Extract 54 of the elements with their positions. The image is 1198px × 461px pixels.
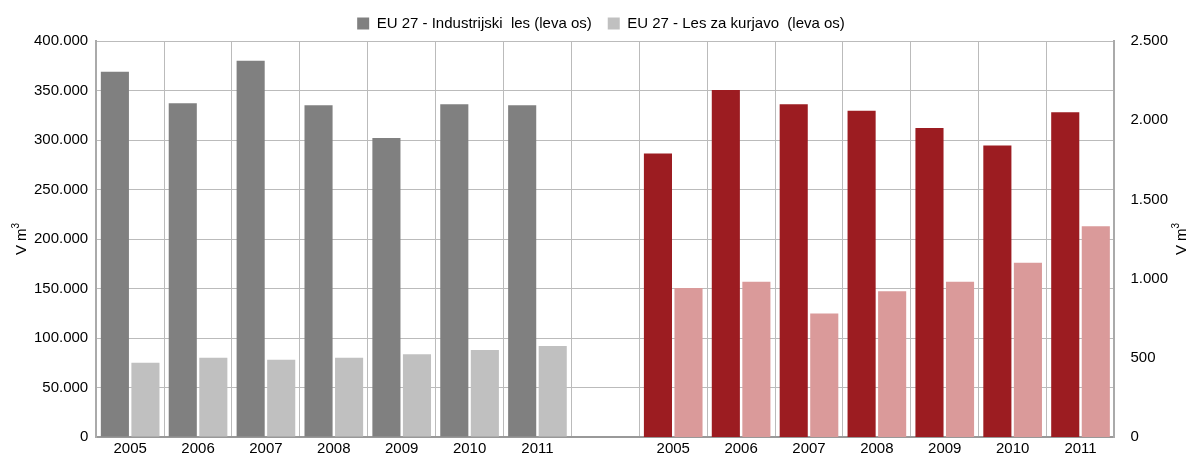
- x-tick-label: 2008: [860, 439, 894, 457]
- y2-tick-label: 1.500: [1130, 189, 1169, 207]
- bar: [643, 153, 672, 437]
- x-tick-label: 2009: [928, 439, 962, 457]
- bar: [983, 145, 1012, 437]
- bar: [742, 281, 771, 437]
- y-tick-label: 300.000: [33, 130, 89, 148]
- x-tick-label: 2005: [113, 439, 147, 457]
- y2-tick-label: 1.000: [1130, 268, 1169, 286]
- y-tick-label: 400.000: [33, 31, 89, 49]
- legend-label: EU 27 - Les za kurjavo (leva os): [627, 13, 845, 31]
- bar: [372, 138, 401, 437]
- x-tick-label: 2006: [724, 439, 758, 457]
- bar: [945, 281, 975, 437]
- y2-tick-label: 2.000: [1130, 110, 1169, 128]
- bar: [440, 104, 469, 437]
- x-tick-label: 2011: [521, 439, 554, 457]
- y-tick-label: 150.000: [33, 278, 89, 296]
- y-tick-label: 350.000: [33, 80, 89, 98]
- bar: [711, 90, 740, 437]
- x-tick-label: 2009: [385, 439, 419, 457]
- y2-tick-label: 500: [1130, 347, 1156, 365]
- x-tick-label: 2008: [317, 439, 351, 457]
- x-tick-label: 2010: [452, 439, 487, 457]
- bar: [847, 110, 876, 437]
- bar: [508, 105, 537, 437]
- legend-label: EU 27 - Industrijski les (leva os): [376, 13, 592, 31]
- bar: [779, 104, 808, 437]
- x-tick-label: 2007: [249, 439, 283, 457]
- bar: [1081, 226, 1110, 437]
- y2-axis-title: V m3: [1169, 222, 1190, 256]
- y2-tick-label: 0: [1130, 427, 1139, 445]
- bar: [168, 103, 197, 437]
- bar: [1051, 112, 1080, 437]
- y-axis-title: V m3: [9, 222, 30, 256]
- x-tick-label: 2006: [181, 439, 215, 457]
- x-tick-label: 2011: [1064, 439, 1097, 457]
- bar: [236, 60, 265, 437]
- x-tick-label: 2005: [656, 439, 690, 457]
- y-tick-label: 0: [79, 427, 89, 445]
- bar: [878, 291, 907, 437]
- y-tick-label: 200.000: [33, 229, 89, 247]
- y-tick-label: 250.000: [33, 179, 89, 197]
- bar: [810, 313, 839, 437]
- bar: [674, 288, 703, 437]
- bar: [100, 71, 129, 437]
- y2-tick-label: 2.500: [1130, 31, 1169, 49]
- bar: [304, 105, 333, 437]
- bar: [915, 128, 944, 437]
- x-tick-label: 2010: [995, 439, 1030, 457]
- x-tick-label: 2007: [792, 439, 826, 457]
- bar: [1013, 262, 1042, 437]
- y-tick-label: 50.000: [42, 377, 89, 395]
- y-tick-label: 100.000: [33, 328, 89, 346]
